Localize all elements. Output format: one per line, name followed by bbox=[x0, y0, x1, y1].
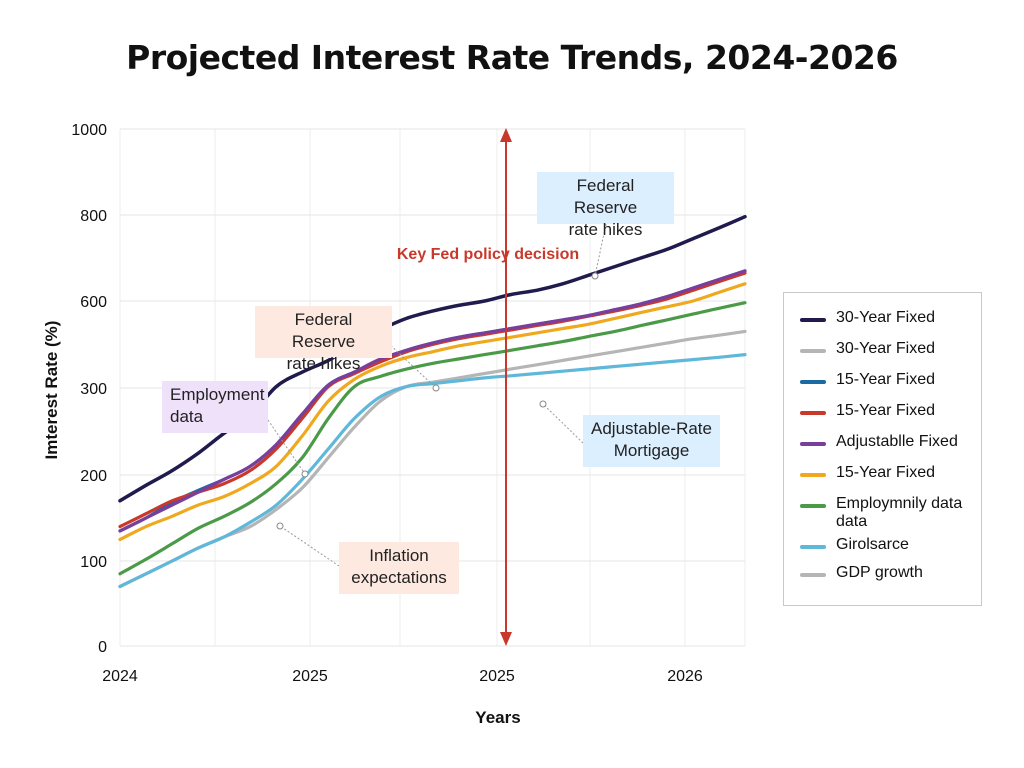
legend-item: 15-Year Fixed bbox=[784, 464, 981, 495]
series-line bbox=[118, 353, 747, 589]
annotation-line: rate hikes bbox=[286, 354, 361, 373]
y-tick-label: 300 bbox=[80, 381, 107, 398]
legend-label: 30-Year Fixed bbox=[836, 309, 936, 326]
y-tick-label: 200 bbox=[80, 468, 107, 485]
annotation-fed-hikes-right: Federal Reserve rate hikes bbox=[537, 172, 674, 239]
y-tick-label: 600 bbox=[80, 294, 107, 311]
legend-label: 15-Year Fixed bbox=[836, 464, 936, 481]
series-line bbox=[118, 282, 747, 542]
annotation-leader bbox=[542, 403, 584, 444]
y-tick-label: 800 bbox=[80, 208, 107, 225]
legend-swatch bbox=[800, 573, 826, 577]
x-tick-labels: 2024 2025 2025 2026 bbox=[102, 668, 703, 685]
annotation-point bbox=[276, 522, 284, 530]
legend-label: GDP growth bbox=[836, 564, 923, 581]
legend-label: Employmnily data data bbox=[836, 495, 963, 530]
series-line bbox=[118, 269, 747, 533]
x-tick-label: 2025 bbox=[479, 668, 515, 685]
annotation-inflation: Inflation expectations bbox=[339, 542, 459, 594]
annotation-point bbox=[301, 470, 309, 478]
legend-label: Girolsarce bbox=[836, 536, 909, 553]
legend-item: Adjustablle Fixed bbox=[784, 433, 981, 464]
y-tick-label: 100 bbox=[80, 554, 107, 571]
annotation-adjustable-rate: Adjustable-Rate Mortigage bbox=[583, 415, 720, 467]
legend-swatch bbox=[800, 545, 826, 549]
annotation-leader bbox=[267, 419, 306, 475]
legend-swatch bbox=[800, 411, 826, 415]
legend-item: Employmnily data data bbox=[784, 495, 981, 536]
x-tick-label: 2025 bbox=[292, 668, 328, 685]
key-decision-marker bbox=[500, 128, 512, 646]
annotation-leader bbox=[594, 223, 607, 277]
legend-item: 15-Year Fixed bbox=[784, 371, 981, 402]
annotation-line: Employment bbox=[170, 385, 265, 404]
annotation-line: rate hikes bbox=[568, 220, 643, 239]
annotation-line: data bbox=[170, 407, 204, 426]
x-tick-label: 2026 bbox=[667, 668, 703, 685]
y-tick-label: 1000 bbox=[71, 122, 107, 139]
legend-swatch bbox=[800, 380, 826, 384]
legend-label: 15-Year Fixed bbox=[836, 371, 936, 388]
legend-item: 30-Year Fixed bbox=[784, 309, 981, 340]
legend-swatch bbox=[800, 504, 826, 508]
annotation-line: Adjustable-Rate bbox=[591, 419, 712, 438]
y-tick-label: 0 bbox=[98, 639, 107, 656]
series-lines bbox=[118, 214, 747, 589]
legend-label: Adjustablle Fixed bbox=[836, 433, 958, 450]
legend: 30-Year Fixed 30-Year Fixed 15-Year Fixe… bbox=[783, 292, 982, 606]
annotation-fed-hikes-left: Federal Reserve rate hikes bbox=[255, 306, 392, 373]
annotation-employment-data: Employment data bbox=[162, 381, 268, 433]
legend-label: 15-Year Fixed bbox=[836, 402, 936, 419]
annotation-point bbox=[539, 400, 547, 408]
y-axis-label: Imterest Rate (%) bbox=[42, 321, 61, 460]
x-tick-label: 2024 bbox=[102, 668, 138, 685]
annotation-leaders bbox=[267, 223, 607, 567]
legend-item: 15-Year Fixed bbox=[784, 402, 981, 433]
series-line bbox=[118, 301, 747, 576]
annotation-point bbox=[432, 384, 440, 392]
legend-swatch bbox=[800, 318, 826, 322]
legend-swatch bbox=[800, 473, 826, 477]
chart-title: Projected Interest Rate Trends, 2024-202… bbox=[126, 38, 898, 77]
legend-swatch bbox=[800, 442, 826, 446]
legend-label: 30-Year Fixed bbox=[836, 340, 936, 357]
annotation-line: Federal Reserve bbox=[573, 176, 638, 217]
annotation-line: expectations bbox=[351, 568, 447, 587]
legend-item: 30-Year Fixed bbox=[784, 340, 981, 371]
legend-swatch bbox=[800, 349, 826, 353]
marker-arrow-up bbox=[500, 128, 512, 142]
key-decision-label: Key Fed policy decision bbox=[397, 246, 579, 263]
x-axis-label: Years bbox=[475, 708, 520, 727]
legend-item: Girolsarce bbox=[784, 536, 981, 564]
legend-item: GDP growth bbox=[784, 564, 981, 595]
annotation-line: Federal Reserve bbox=[291, 310, 356, 351]
annotation-point bbox=[591, 272, 599, 280]
series-line bbox=[118, 214, 747, 503]
annotation-line: Inflation bbox=[369, 546, 429, 565]
y-tick-labels: 0 100 200 300 600 800 1000 bbox=[71, 122, 107, 656]
marker-arrow-down bbox=[500, 632, 512, 646]
annotation-line: Mortigage bbox=[613, 441, 690, 460]
